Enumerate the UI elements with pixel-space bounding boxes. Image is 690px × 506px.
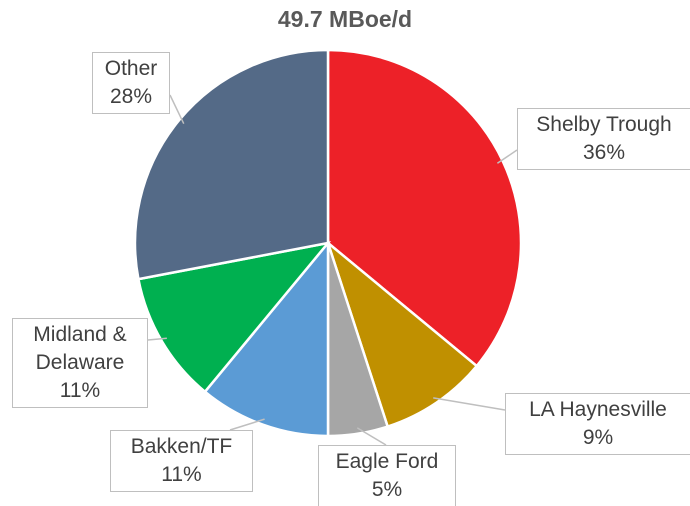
leader-line bbox=[356, 427, 387, 446]
data-label: Other 28% bbox=[92, 52, 170, 114]
leader-line bbox=[496, 149, 518, 164]
data-label: Eagle Ford 5% bbox=[318, 445, 456, 506]
category-label: Shelby Trough bbox=[536, 113, 672, 136]
pie-slice bbox=[203, 239, 330, 438]
pie-slice bbox=[325, 239, 479, 429]
data-label: Midland & Delaware 11% bbox=[12, 318, 148, 408]
leader-line bbox=[169, 94, 185, 124]
value-label: 36% bbox=[582, 141, 626, 164]
value-label: 9% bbox=[582, 426, 614, 449]
data-label: Bakken/TF 11% bbox=[110, 430, 253, 492]
value-label: 5% bbox=[371, 478, 403, 501]
data-label: Shelby Trough 36% bbox=[517, 108, 690, 170]
pie-slice bbox=[136, 241, 332, 394]
value-label: 28% bbox=[109, 85, 153, 108]
value-label: 11% bbox=[59, 379, 101, 402]
category-label: Bakken/TF bbox=[130, 435, 233, 458]
leader-line bbox=[433, 397, 506, 411]
data-label: LA Haynesville 9% bbox=[505, 393, 690, 455]
pie-slice bbox=[326, 48, 523, 368]
category-label: LA Haynesville bbox=[529, 398, 667, 421]
category-label: Other bbox=[104, 57, 158, 80]
category-label: Midland & Delaware bbox=[33, 323, 127, 374]
pie-slice bbox=[133, 48, 330, 281]
leader-line bbox=[229, 418, 265, 431]
value-label: 11% bbox=[161, 463, 202, 486]
category-label: Eagle Ford bbox=[335, 450, 439, 473]
chart-title: 49.7 MBoe/d bbox=[277, 6, 413, 32]
leader-line bbox=[147, 337, 167, 341]
